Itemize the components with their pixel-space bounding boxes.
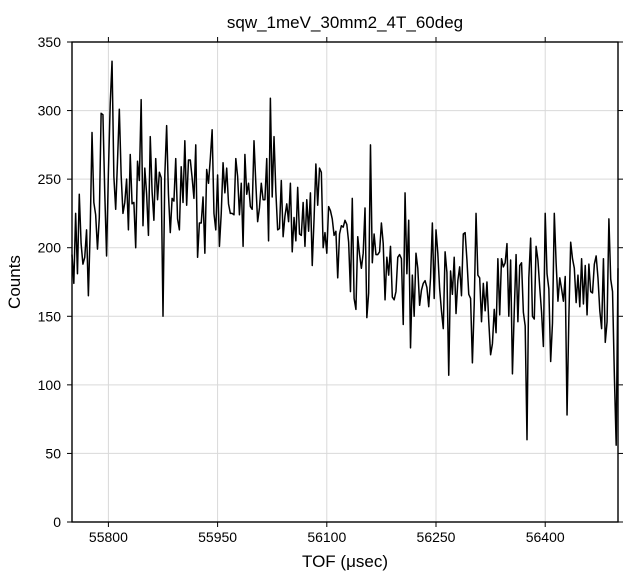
x-tick-label: 56400 <box>526 529 565 545</box>
y-tick-label: 100 <box>38 377 62 393</box>
x-tick-label: 56100 <box>307 529 346 545</box>
y-tick-label: 300 <box>38 103 62 119</box>
line-chart: 55800 55950 56100 56250 56400 0 50 100 150 200 250… <box>0 0 634 588</box>
y-tick-label: 200 <box>38 240 62 256</box>
y-tick-label: 50 <box>45 445 61 461</box>
chart-container: 55800 55950 56100 56250 56400 0 50 100 150 200 250… <box>0 0 634 588</box>
y-axis-label: Counts <box>5 255 24 309</box>
y-tick-label: 150 <box>38 308 62 324</box>
y-tick-label: 350 <box>38 34 62 50</box>
chart-title: sqw_1meV_30mm2_4T_60deg <box>227 13 463 32</box>
chart-background <box>0 0 634 588</box>
x-tick-label: 55800 <box>89 529 128 545</box>
y-tick-label: 250 <box>38 171 62 187</box>
x-axis-label: TOF (μsec) <box>302 552 388 571</box>
x-tick-label: 55950 <box>198 529 237 545</box>
x-tick-label: 56250 <box>417 529 456 545</box>
y-tick-label: 0 <box>53 514 61 530</box>
